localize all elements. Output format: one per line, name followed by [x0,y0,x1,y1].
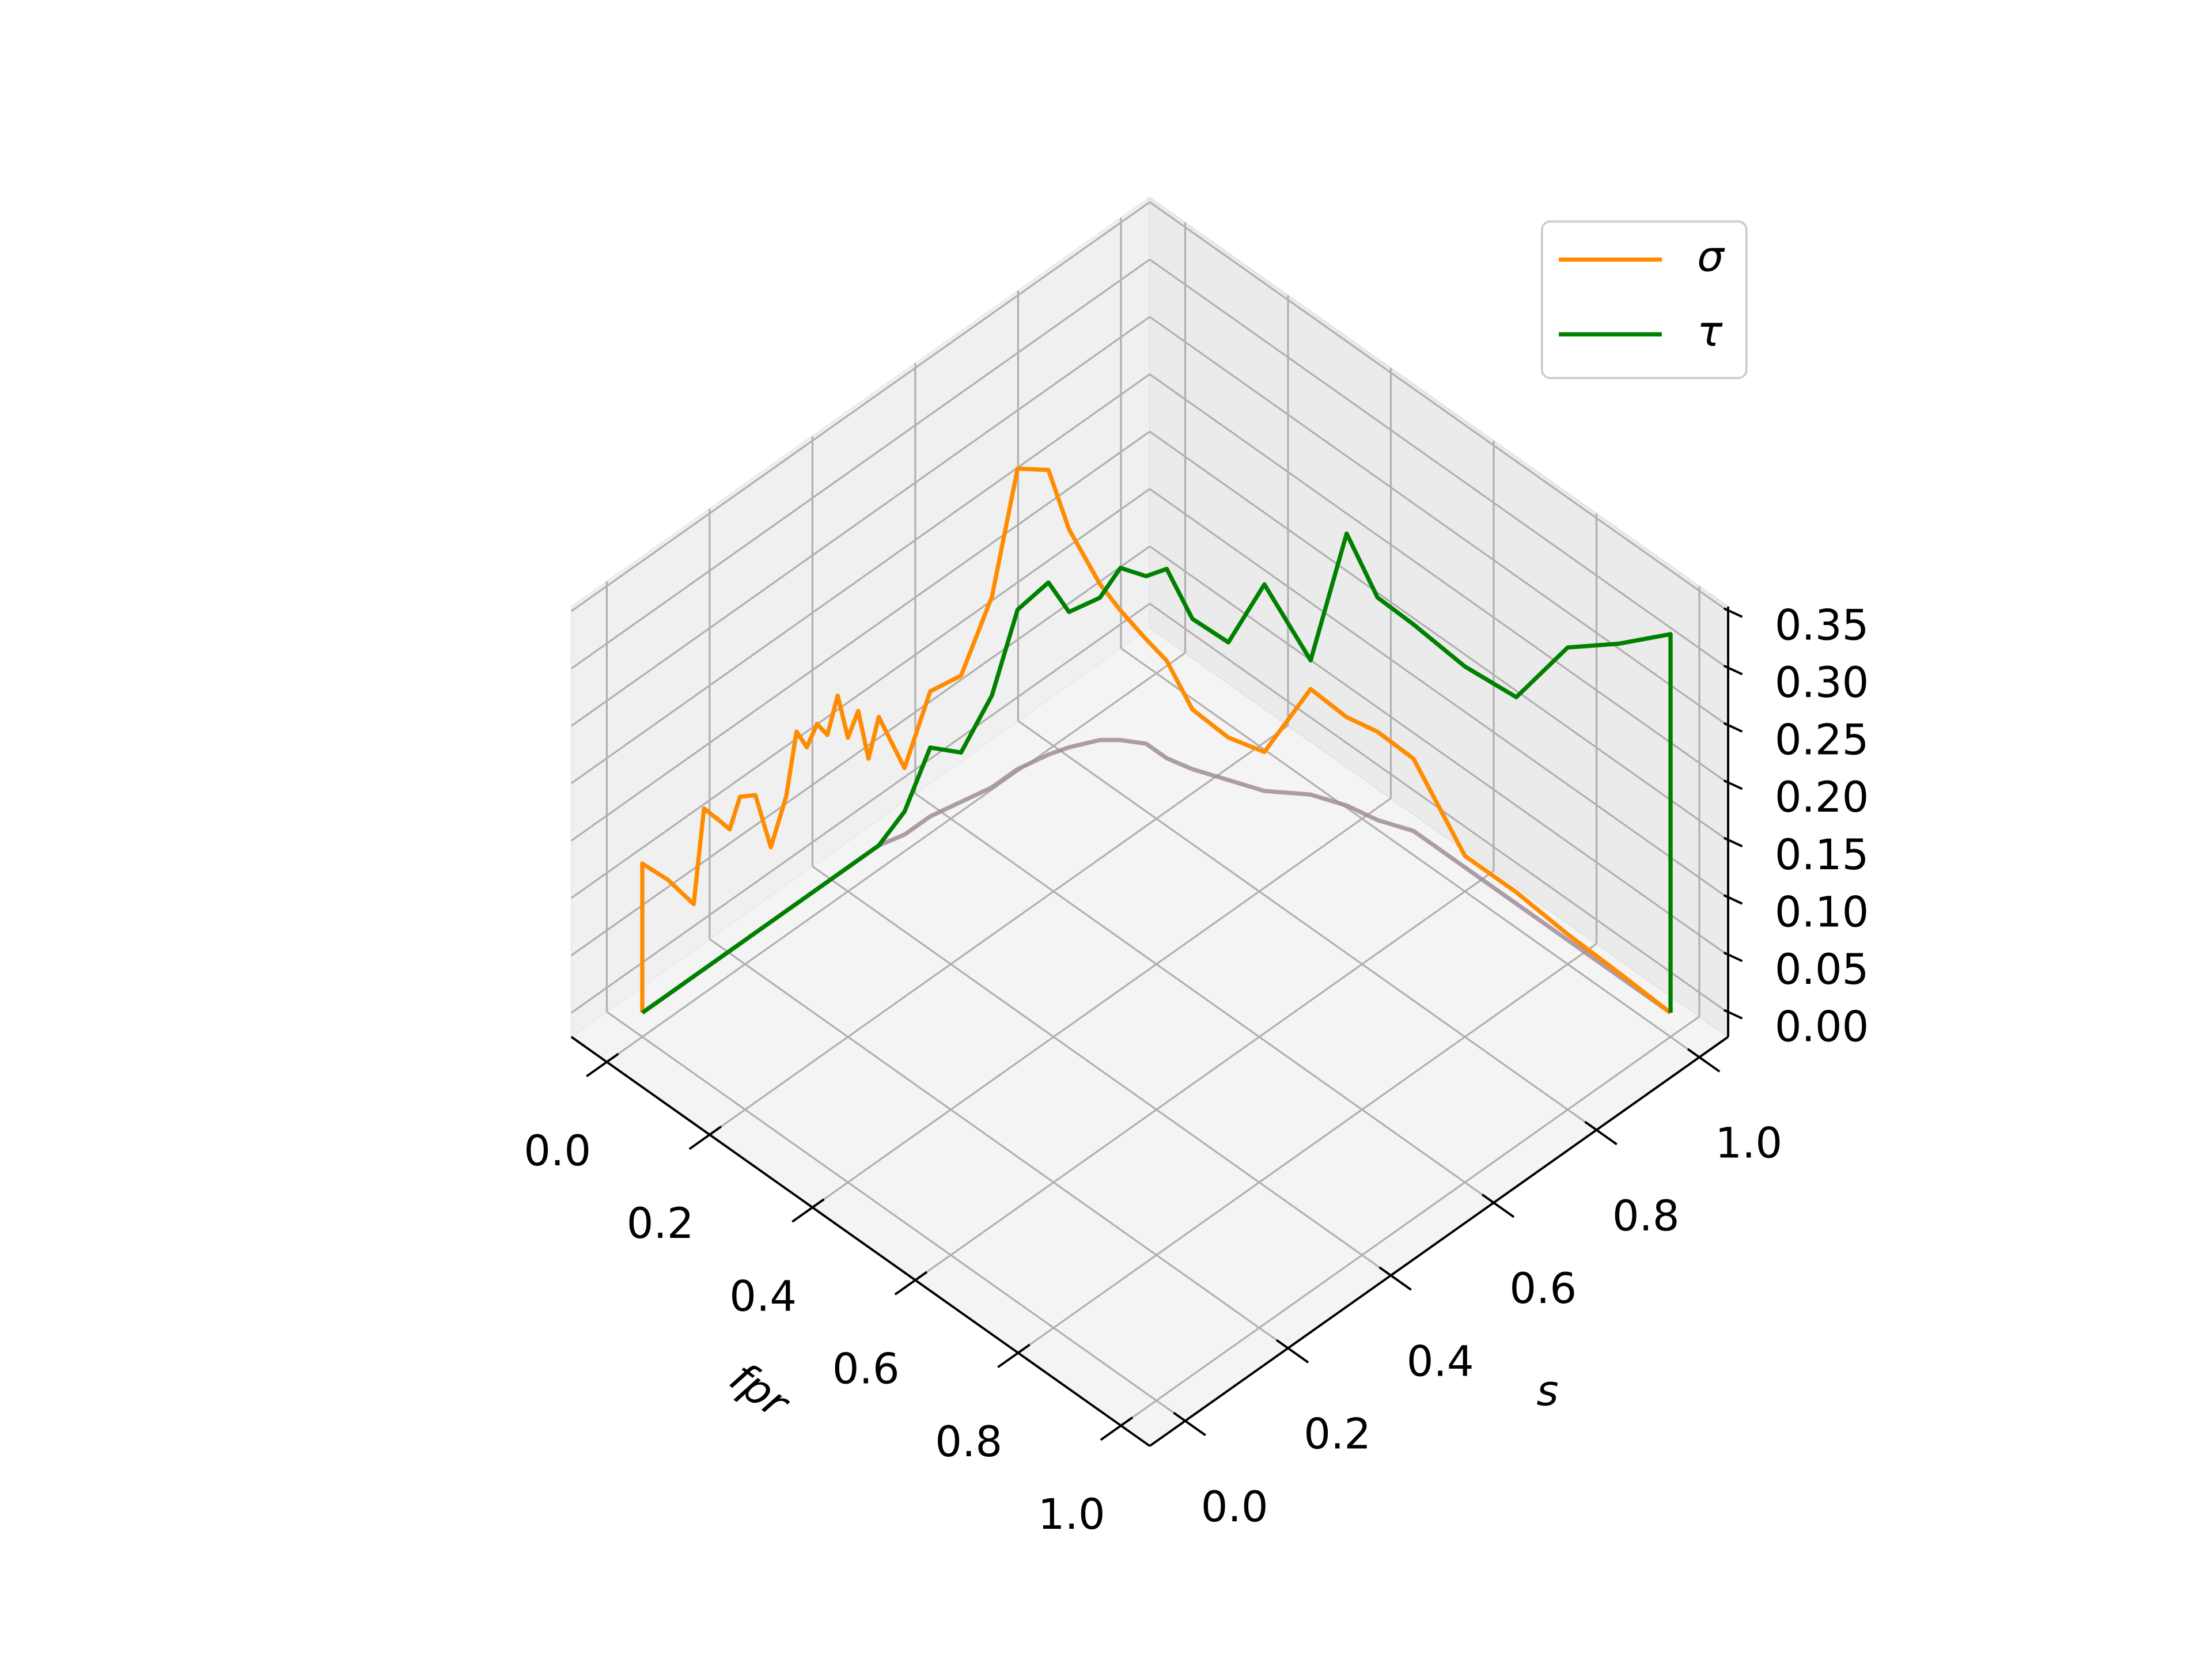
z-tick [1723,722,1743,733]
legend-label: τ [1697,307,1723,356]
z-tick-label: 0.05 [1775,945,1869,994]
grid-line [570,430,1150,842]
z-tick [1723,607,1743,618]
grid-line [570,603,1150,1014]
x-tick [586,1052,619,1078]
x-tick [791,1198,825,1223]
x-tick-label: 0.0 [524,1127,591,1176]
grid-line [606,1011,1186,1422]
y-tick-label: 0.8 [1612,1192,1680,1241]
z-tick [1723,779,1743,790]
y-tick-label: 0.4 [1407,1337,1474,1386]
legend-label: σ [1697,233,1725,282]
y-tick-label: 0.6 [1509,1264,1577,1313]
grid-line [1017,943,1597,1354]
y-tick-label: 1.0 [1715,1119,1782,1168]
grid-line [1149,201,1729,612]
z-tick-label: 0.35 [1775,601,1869,650]
z-tick [1723,894,1743,905]
grid-line [570,259,1150,669]
y-tick [1378,1266,1412,1291]
grid-line [1149,430,1729,842]
z-tick-label: 0.00 [1775,1003,1869,1052]
grid-line [570,373,1150,785]
y-tick [1584,1120,1618,1146]
grid-line [1149,373,1729,785]
grid-line [1120,647,1700,1058]
y-tick [1687,1048,1721,1073]
grid-line [709,938,1289,1349]
grid-line [915,870,1494,1281]
y-tick [1275,1339,1309,1363]
x-tick-label: 0.8 [935,1418,1002,1467]
z-tick [1723,664,1743,676]
grid-line [1149,488,1729,899]
y-tick-label: 0.2 [1304,1410,1371,1459]
z-tick [1723,836,1743,847]
grid-line [1149,316,1729,727]
x-tick-label: 1.0 [1038,1490,1105,1539]
grid-line [570,546,1150,956]
x-tick-label: 0.4 [729,1272,797,1321]
x-tick-label: 0.6 [832,1345,900,1394]
legend: στ [1540,220,1748,380]
x-tick [1100,1416,1134,1441]
grid-line [570,316,1150,727]
grid-line [570,201,1150,612]
y-axis-label: s [1536,1367,1558,1416]
grid-line [812,797,1392,1209]
grid-line [915,793,1494,1204]
grid-line [570,488,1150,899]
series-line [641,531,1673,1015]
z-tick-label: 0.20 [1775,773,1869,822]
grid-line [1017,720,1597,1131]
series-line [640,466,1672,1015]
z-tick [1723,951,1743,963]
grid-line [1120,1016,1700,1427]
grid-line [812,865,1392,1277]
z-tick [1723,1009,1743,1020]
x-tick [997,1343,1031,1369]
z-tick-label: 0.10 [1775,888,1869,937]
y-tick-label: 0.0 [1201,1483,1268,1532]
y-tick [1481,1194,1515,1218]
y-tick [1173,1411,1206,1437]
x-tick-label: 0.2 [627,1199,694,1248]
z-tick-label: 0.15 [1775,831,1869,880]
x-tick [688,1126,722,1150]
grid-line [606,652,1186,1063]
y-axis-line [1149,1036,1729,1447]
x-tick [894,1271,928,1296]
x-axis-line [570,1036,1151,1447]
grid-line [709,725,1289,1136]
z-tick-label: 0.30 [1775,658,1869,707]
z-tick-label: 0.25 [1775,716,1869,765]
grid-line [1149,259,1729,669]
